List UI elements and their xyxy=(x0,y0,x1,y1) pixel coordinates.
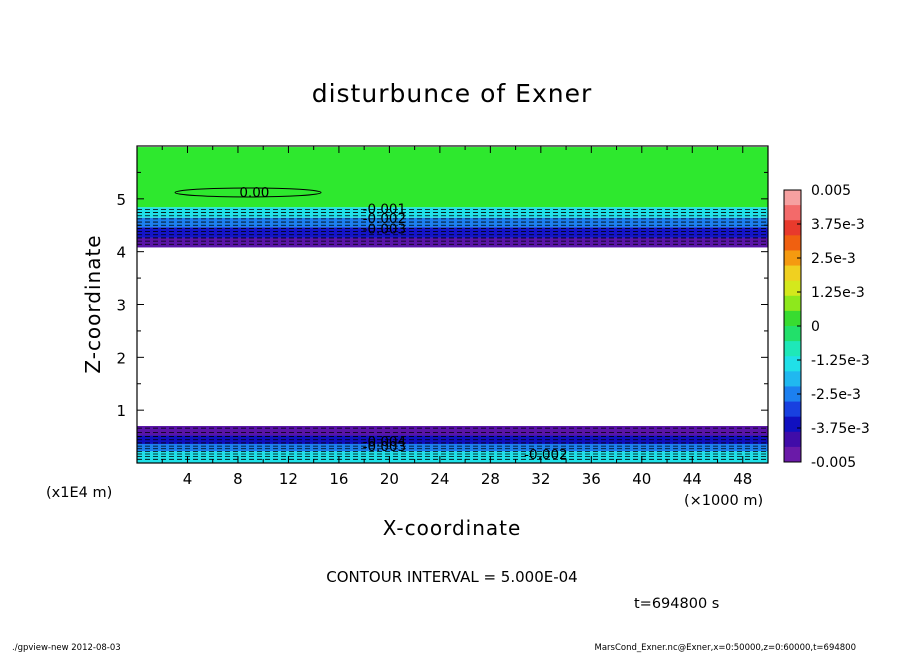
x-axis-ticks: 4 8 12 16 20 24 28 32 36 40 44 48 xyxy=(161,146,769,488)
x-tick-label-3: 16 xyxy=(329,470,348,488)
x-tick-label-11: 48 xyxy=(733,470,752,488)
contour-label-0: 0.00 xyxy=(239,185,269,201)
contour-band-5 xyxy=(137,426,768,436)
plot-area: 0.00-0.001-0.002-0.003-0.004-0.003 -0.002… xyxy=(116,145,769,488)
contour-label-6: -0.002 xyxy=(524,447,568,463)
colorbar-label-1: 3.75e-3 xyxy=(811,217,865,233)
x-axis-label: X-coordinate xyxy=(383,516,522,540)
y-tick-label-0: 1 xyxy=(116,402,126,420)
zero-contour xyxy=(174,187,322,198)
contour-lines xyxy=(137,187,768,460)
colorbar-swatch-3 xyxy=(784,235,801,251)
colorbar-swatch-8 xyxy=(784,310,801,327)
y-tick-label-3: 4 xyxy=(116,244,126,262)
y-axis-label: Z-coordinate xyxy=(81,234,105,373)
colorbar-label-0: 0.005 xyxy=(811,183,851,199)
colorbar-swatch-0 xyxy=(784,190,801,206)
contour-band-2 xyxy=(137,217,768,228)
x-tick-label-10: 44 xyxy=(683,470,702,488)
x-tick-label-7: 32 xyxy=(531,470,550,488)
x-tick-label-8: 36 xyxy=(582,470,601,488)
y-unit-label: (x1E4 m) xyxy=(46,485,112,501)
contour-band-3 xyxy=(137,227,768,238)
y-tick-label-1: 2 xyxy=(116,349,126,367)
colorbar-label-3: 1.25e-3 xyxy=(811,285,865,301)
colorbar-swatch-11 xyxy=(784,356,801,372)
y-tick-label-4: 5 xyxy=(116,191,126,209)
contour-labels: 0.00-0.001-0.002-0.003-0.004-0.003 -0.002 xyxy=(239,185,568,463)
contour-band-7 xyxy=(137,443,768,452)
contour-label-3: -0.003 xyxy=(363,221,407,237)
colorbar-swatch-5 xyxy=(784,265,801,282)
colorbar-swatch-4 xyxy=(784,250,801,266)
y-axis-ticks: 1 2 3 4 5 xyxy=(116,145,768,438)
colorbar-label-6: -2.5e-3 xyxy=(811,387,861,403)
y-tick-label-2: 3 xyxy=(116,297,126,315)
x-tick-label-9: 40 xyxy=(632,470,651,488)
colorbar-label-7: -3.75e-3 xyxy=(811,421,870,437)
colorbar-swatch-13 xyxy=(784,386,801,402)
x-tick-label-6: 28 xyxy=(481,470,500,488)
contour-interval-label: CONTOUR INTERVAL = 5.000E-04 xyxy=(326,568,577,586)
contour-band-0 xyxy=(137,147,768,208)
colorbar-label-5: -1.25e-3 xyxy=(811,353,870,369)
colorbar: 0.005 3.75e-3 2.5e-3 1.25e-3 0 -1.25e-3 -2.5e-… xyxy=(783,183,870,471)
colorbar-swatch-16 xyxy=(784,431,801,448)
colorbar-label-8: -0.005 xyxy=(811,455,856,471)
x-tick-label-1: 8 xyxy=(233,470,243,488)
colorbar-label-4: 0 xyxy=(811,319,820,335)
footer-right-label: MarsCond_Exner.nc@Exner,x=0:50000,z=0:60… xyxy=(594,643,856,653)
x-tick-label-0: 4 xyxy=(183,470,193,488)
x-tick-label-4: 20 xyxy=(380,470,399,488)
x-unit-label: (×1000 m) xyxy=(684,493,763,509)
colorbar-swatch-14 xyxy=(784,401,801,418)
contour-label-4: -0.004 xyxy=(363,434,407,450)
chart-title: disturbunce of Exner xyxy=(312,79,593,108)
contour-label-1: -0.001 xyxy=(363,201,407,217)
colorbar-label-2: 2.5e-3 xyxy=(811,251,856,267)
colorbar-swatch-10 xyxy=(784,341,801,357)
footer-left-label: ./gpview-new 2012-08-03 xyxy=(12,643,121,653)
time-label: t=694800 s xyxy=(634,596,719,612)
colorbar-swatch-12 xyxy=(784,371,801,387)
x-tick-label-2: 12 xyxy=(279,470,298,488)
contour-band-4 xyxy=(137,237,768,248)
colorbar-swatch-17 xyxy=(784,446,801,463)
contour-label-2: -0.002 xyxy=(363,211,407,227)
colorbar-swatch-15 xyxy=(784,416,801,433)
colorbar-swatch-6 xyxy=(784,280,801,297)
colorbar-swatch-7 xyxy=(784,295,801,312)
x-tick-label-5: 24 xyxy=(430,470,449,488)
contour-band-8 xyxy=(137,451,768,463)
contour-bands xyxy=(137,147,768,463)
contour-label-5: -0.003 xyxy=(363,439,407,455)
colorbar-swatch-1 xyxy=(784,205,801,221)
colorbar-swatch-2 xyxy=(784,220,801,236)
colorbar-swatch-9 xyxy=(784,326,801,342)
